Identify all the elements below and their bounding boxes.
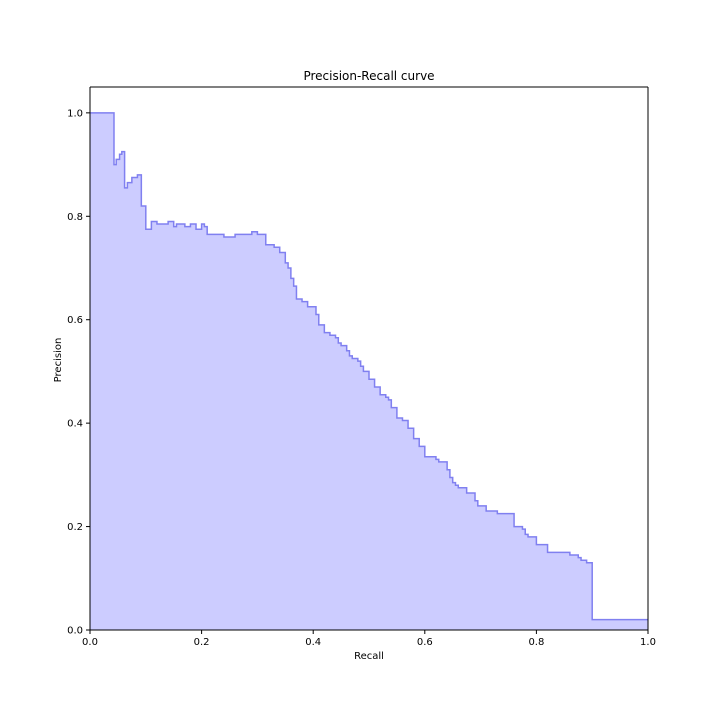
y-tick-label: 0.6	[67, 315, 83, 326]
x-tick-label: 0.4	[305, 637, 321, 648]
y-tick-label: 0.2	[67, 522, 83, 533]
chart-title: Precision-Recall curve	[303, 69, 434, 83]
y-tick-label: 0.0	[67, 626, 83, 637]
y-axis-label: Precision	[53, 338, 64, 383]
x-tick-label: 0.6	[417, 637, 433, 648]
axes: 0.0 0.2 0.4 0.6 0.8 1.0 0.0 0.2 0.4 0.6 0.8 1.0	[67, 86, 656, 648]
x-axis-label: Recall	[354, 651, 384, 662]
y-tick-label: 1.0	[67, 108, 83, 119]
x-tick-label: 1.0	[640, 637, 656, 648]
y-tick-label: 0.4	[67, 419, 83, 430]
x-tick-label: 0.2	[194, 637, 210, 648]
x-tick-label: 0.8	[528, 637, 544, 648]
x-tick-label: 0.0	[82, 637, 98, 648]
y-tick-label: 0.8	[67, 212, 83, 223]
plot-area	[90, 112, 648, 631]
pr-curve-line	[90, 112, 648, 621]
